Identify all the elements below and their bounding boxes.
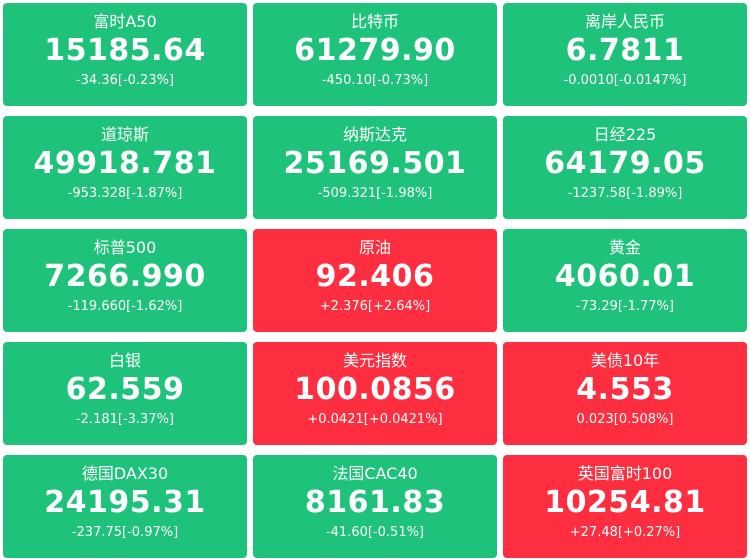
quote-change: +27.48[+0.27%] bbox=[570, 524, 680, 542]
market-quote-grid: 富时A50 15185.64 -34.36[-0.23%] 比特币 61279.90 -4… bbox=[3, 3, 747, 557]
quote-price: 4.553 bbox=[576, 373, 673, 411]
quote-change: -509.321[-1.98%] bbox=[318, 185, 433, 203]
quote-change: -953.328[-1.87%] bbox=[68, 185, 183, 203]
quote-tile[interactable]: 黄金 4060.01 -73.29[-1.77%] bbox=[503, 229, 747, 332]
quote-price: 6.7811 bbox=[566, 34, 685, 72]
quote-change: -0.0010[-0.0147%] bbox=[564, 72, 687, 90]
quote-name: 原油 bbox=[359, 238, 391, 260]
quote-change: -34.36[-0.23%] bbox=[76, 72, 174, 90]
quote-change: -450.10[-0.73%] bbox=[322, 72, 428, 90]
quote-name: 纳斯达克 bbox=[343, 125, 407, 147]
quote-change: -41.60[-0.51%] bbox=[326, 524, 424, 542]
quote-price: 15185.64 bbox=[44, 34, 206, 72]
quote-tile[interactable]: 白银 62.559 -2.181[-3.37%] bbox=[3, 342, 247, 445]
quote-tile[interactable]: 英国富时100 10254.81 +27.48[+0.27%] bbox=[503, 455, 747, 558]
quote-change: -119.660[-1.62%] bbox=[68, 298, 183, 316]
quote-tile[interactable]: 富时A50 15185.64 -34.36[-0.23%] bbox=[3, 3, 247, 106]
quote-price: 61279.90 bbox=[294, 34, 456, 72]
quote-price: 62.559 bbox=[66, 373, 185, 411]
quote-name: 日经225 bbox=[594, 125, 657, 147]
quote-tile[interactable]: 德国DAX30 24195.31 -237.75[-0.97%] bbox=[3, 455, 247, 558]
quote-name: 离岸人民币 bbox=[585, 12, 665, 34]
quote-name: 黄金 bbox=[609, 238, 641, 260]
quote-tile[interactable]: 美债10年 4.553 0.023[0.508%] bbox=[503, 342, 747, 445]
quote-price: 7266.990 bbox=[44, 260, 206, 298]
quote-price: 100.0856 bbox=[294, 373, 456, 411]
quote-change: 0.023[0.508%] bbox=[577, 411, 674, 429]
quote-price: 8161.83 bbox=[305, 486, 445, 524]
quote-price: 64179.05 bbox=[544, 147, 706, 185]
quote-tile[interactable]: 标普500 7266.990 -119.660[-1.62%] bbox=[3, 229, 247, 332]
quote-name: 法国CAC40 bbox=[332, 464, 417, 486]
quote-name: 富时A50 bbox=[93, 12, 156, 34]
quote-name: 德国DAX30 bbox=[82, 464, 168, 486]
quote-tile[interactable]: 日经225 64179.05 -1237.58[-1.89%] bbox=[503, 116, 747, 219]
quote-change: -2.181[-3.37%] bbox=[76, 411, 174, 429]
quote-tile[interactable]: 纳斯达克 25169.501 -509.321[-1.98%] bbox=[253, 116, 497, 219]
quote-name: 比特币 bbox=[351, 12, 399, 34]
quote-name: 道琼斯 bbox=[101, 125, 149, 147]
quote-tile[interactable]: 比特币 61279.90 -450.10[-0.73%] bbox=[253, 3, 497, 106]
quote-change: -73.29[-1.77%] bbox=[576, 298, 674, 316]
quote-name: 美债10年 bbox=[591, 351, 659, 373]
quote-tile[interactable]: 原油 92.406 +2.376[+2.64%] bbox=[253, 229, 497, 332]
quote-price: 92.406 bbox=[316, 260, 435, 298]
quote-price: 10254.81 bbox=[544, 486, 706, 524]
quote-name: 英国富时100 bbox=[578, 464, 673, 486]
quote-price: 4060.01 bbox=[555, 260, 695, 298]
quote-name: 标普500 bbox=[94, 238, 157, 260]
quote-change: +2.376[+2.64%] bbox=[320, 298, 430, 316]
quote-change: +0.0421[+0.0421%] bbox=[307, 411, 442, 429]
quote-change: -237.75[-0.97%] bbox=[72, 524, 178, 542]
quote-change: -1237.58[-1.89%] bbox=[568, 185, 683, 203]
quote-price: 25169.501 bbox=[284, 147, 467, 185]
quote-name: 白银 bbox=[109, 351, 141, 373]
quote-name: 美元指数 bbox=[343, 351, 407, 373]
quote-price: 24195.31 bbox=[44, 486, 206, 524]
quote-tile[interactable]: 美元指数 100.0856 +0.0421[+0.0421%] bbox=[253, 342, 497, 445]
quote-tile[interactable]: 道琼斯 49918.781 -953.328[-1.87%] bbox=[3, 116, 247, 219]
quote-tile[interactable]: 法国CAC40 8161.83 -41.60[-0.51%] bbox=[253, 455, 497, 558]
quote-tile[interactable]: 离岸人民币 6.7811 -0.0010[-0.0147%] bbox=[503, 3, 747, 106]
quote-price: 49918.781 bbox=[34, 147, 217, 185]
